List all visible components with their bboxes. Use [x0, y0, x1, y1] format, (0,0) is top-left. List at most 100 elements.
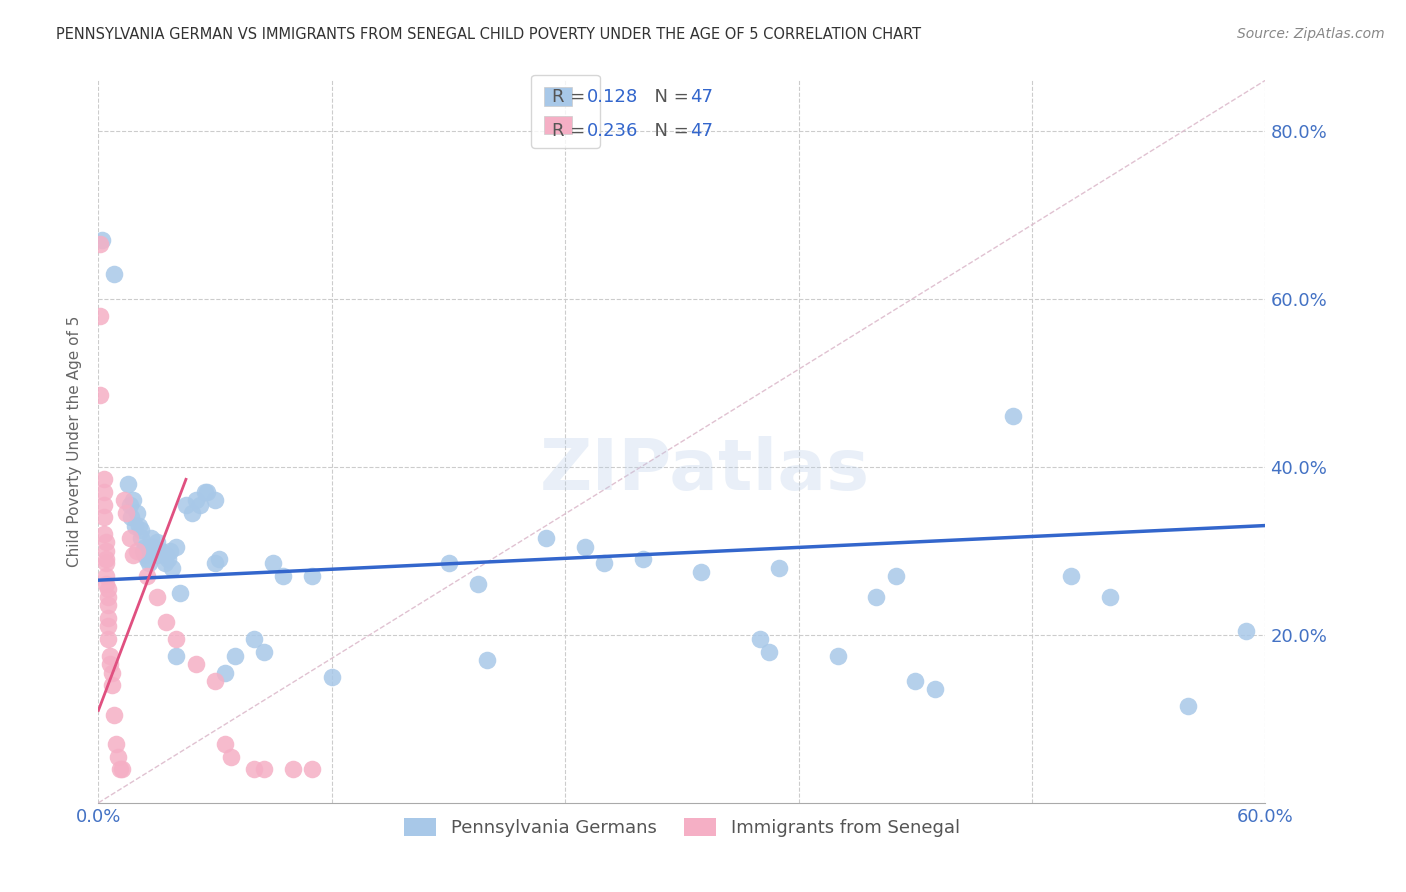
- Point: [146, 535, 169, 549]
- Point: [162, 560, 184, 574]
- Point: [180, 506, 202, 520]
- Point: [122, 493, 145, 508]
- Point: [204, 673, 226, 688]
- Point: [134, 548, 156, 562]
- Point: [111, 762, 134, 776]
- Point: [155, 615, 177, 630]
- Point: [127, 506, 149, 520]
- Text: 0.236: 0.236: [586, 121, 638, 140]
- Point: [467, 577, 489, 591]
- Text: 47: 47: [690, 87, 713, 106]
- Point: [98, 657, 121, 672]
- Point: [194, 485, 217, 500]
- Point: [748, 632, 770, 646]
- Point: [117, 476, 139, 491]
- Point: [96, 543, 118, 558]
- Text: R =: R =: [553, 87, 591, 106]
- Point: [208, 552, 231, 566]
- Point: [243, 762, 266, 776]
- Point: [827, 648, 849, 663]
- Point: [146, 590, 169, 604]
- Point: [271, 569, 294, 583]
- Point: [101, 678, 124, 692]
- Point: [96, 569, 118, 583]
- Point: [103, 267, 125, 281]
- Point: [146, 548, 169, 562]
- Point: [153, 557, 176, 571]
- Point: [127, 543, 149, 558]
- Point: [253, 762, 276, 776]
- Point: [184, 493, 207, 508]
- Point: [96, 535, 118, 549]
- Point: [301, 762, 323, 776]
- Point: [165, 632, 187, 646]
- Point: [97, 632, 120, 646]
- Point: [262, 557, 284, 571]
- Point: [631, 552, 654, 566]
- Point: [108, 762, 131, 776]
- Point: [136, 569, 159, 583]
- Point: [253, 644, 276, 658]
- Point: [157, 552, 180, 566]
- Point: [128, 518, 150, 533]
- Text: 47: 47: [690, 121, 713, 140]
- Point: [224, 648, 246, 663]
- Point: [1060, 569, 1083, 583]
- Point: [136, 552, 159, 566]
- Point: [188, 498, 211, 512]
- Point: [97, 611, 120, 625]
- Point: [149, 543, 172, 558]
- Point: [904, 673, 927, 688]
- Point: [690, 565, 713, 579]
- Point: [107, 749, 129, 764]
- Point: [97, 590, 120, 604]
- Point: [121, 510, 143, 524]
- Point: [758, 644, 780, 658]
- Point: [281, 762, 304, 776]
- Point: [97, 599, 120, 613]
- Point: [184, 657, 207, 672]
- Point: [97, 582, 120, 596]
- Text: N =: N =: [643, 87, 695, 106]
- Text: 0.128: 0.128: [586, 87, 638, 106]
- Point: [93, 510, 115, 524]
- Point: [101, 665, 124, 680]
- Point: [214, 665, 236, 680]
- Point: [132, 543, 155, 558]
- Point: [118, 498, 141, 512]
- Point: [112, 493, 135, 508]
- Point: [1177, 699, 1199, 714]
- Text: PENNSYLVANIA GERMAN VS IMMIGRANTS FROM SENEGAL CHILD POVERTY UNDER THE AGE OF 5 : PENNSYLVANIA GERMAN VS IMMIGRANTS FROM S…: [56, 27, 921, 42]
- Point: [574, 540, 596, 554]
- Point: [93, 485, 115, 500]
- Point: [174, 498, 197, 512]
- Point: [96, 577, 118, 591]
- Point: [142, 540, 165, 554]
- Point: [593, 557, 616, 571]
- Y-axis label: Child Poverty Under the Age of 5: Child Poverty Under the Age of 5: [67, 316, 83, 567]
- Point: [865, 590, 887, 604]
- Point: [169, 586, 191, 600]
- Point: [1001, 409, 1024, 424]
- Point: [96, 557, 118, 571]
- Point: [301, 569, 323, 583]
- Point: [89, 237, 111, 252]
- Point: [129, 531, 152, 545]
- Point: [214, 737, 236, 751]
- Point: [134, 540, 156, 554]
- Point: [138, 557, 160, 571]
- Point: [96, 552, 118, 566]
- Point: [93, 472, 115, 486]
- Point: [98, 648, 121, 663]
- Legend: Pennsylvania Germans, Immigrants from Senegal: Pennsylvania Germans, Immigrants from Se…: [396, 811, 967, 845]
- Point: [884, 569, 907, 583]
- Point: [534, 531, 557, 545]
- Point: [321, 670, 343, 684]
- Point: [1098, 590, 1121, 604]
- Text: ZIPatlas: ZIPatlas: [540, 436, 870, 505]
- Point: [122, 548, 145, 562]
- Point: [118, 531, 141, 545]
- Point: [104, 737, 127, 751]
- Text: Source: ZipAtlas.com: Source: ZipAtlas.com: [1237, 27, 1385, 41]
- Point: [768, 560, 790, 574]
